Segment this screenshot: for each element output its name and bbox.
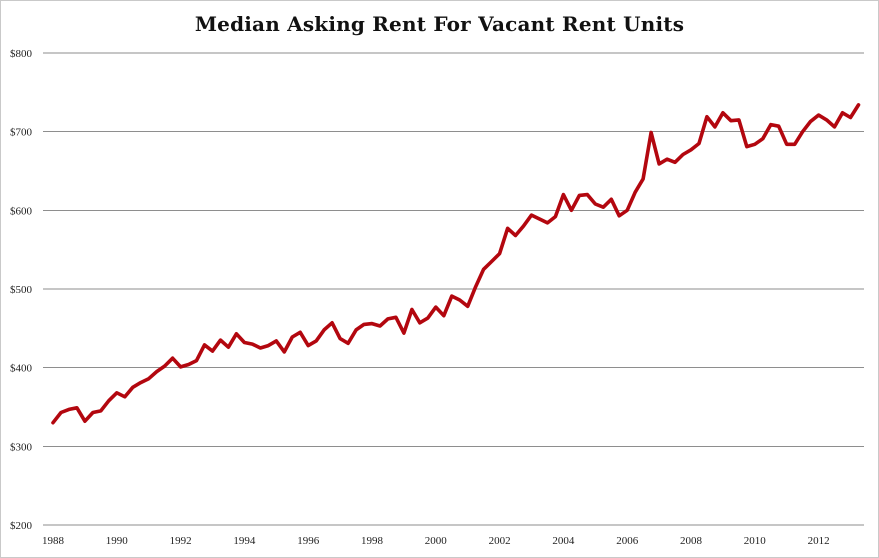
x-tick-label: 2004 <box>552 535 575 547</box>
x-tick-label: 1996 <box>297 535 320 547</box>
series-group <box>51 103 861 425</box>
x-tick-label: 1988 <box>42 535 65 547</box>
x-tick-label: 1992 <box>170 535 192 547</box>
x-tick-label: 1994 <box>233 535 256 547</box>
gridlines <box>43 52 864 526</box>
x-tick-label: 2012 <box>808 535 830 547</box>
y-tick-label: $300 <box>10 441 33 453</box>
chart-title: Median Asking Rent For Vacant Rent Units <box>194 12 685 36</box>
x-tick-label: 2000 <box>425 535 448 547</box>
x-axis-tick-labels: 1988 1990 1992 1994 1996 1998 2000 2002 2004 2006… <box>42 535 830 547</box>
series-line-0 <box>51 103 861 425</box>
x-tick-label: 2002 <box>489 535 511 547</box>
y-tick-label: $600 <box>10 205 33 217</box>
y-tick-label: $200 <box>10 520 33 532</box>
x-tick-label: 1998 <box>361 535 384 547</box>
x-tick-label: 2010 <box>744 535 767 547</box>
y-axis-tick-labels: $200 $300 $400 $500 $600 $700 $800 <box>10 48 33 532</box>
y-tick-label: $700 <box>10 127 33 139</box>
y-tick-label: $800 <box>10 48 33 60</box>
x-tick-label: 2006 <box>616 535 639 547</box>
x-tick-label: 2008 <box>680 535 703 547</box>
y-tick-label: $500 <box>10 284 33 296</box>
y-tick-label: $400 <box>10 363 33 375</box>
x-tick-label: 1990 <box>106 535 129 547</box>
